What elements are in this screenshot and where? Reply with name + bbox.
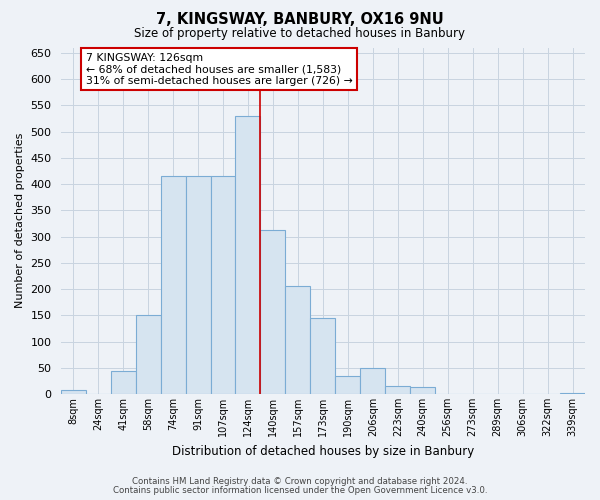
Y-axis label: Number of detached properties: Number of detached properties xyxy=(15,133,25,308)
Bar xyxy=(211,176,235,394)
Text: Contains public sector information licensed under the Open Government Licence v3: Contains public sector information licen… xyxy=(113,486,487,495)
Bar xyxy=(335,376,361,394)
Bar xyxy=(260,230,286,394)
Bar xyxy=(161,176,185,394)
Text: Contains HM Land Registry data © Crown copyright and database right 2024.: Contains HM Land Registry data © Crown c… xyxy=(132,477,468,486)
Bar xyxy=(310,318,335,394)
Bar xyxy=(286,286,310,394)
Text: Size of property relative to detached houses in Banbury: Size of property relative to detached ho… xyxy=(134,28,466,40)
X-axis label: Distribution of detached houses by size in Banbury: Distribution of detached houses by size … xyxy=(172,444,474,458)
Bar xyxy=(61,390,86,394)
Bar xyxy=(385,386,410,394)
Bar xyxy=(560,393,585,394)
Bar xyxy=(410,386,435,394)
Bar xyxy=(110,371,136,394)
Bar xyxy=(136,316,161,394)
Bar xyxy=(235,116,260,394)
Text: 7, KINGSWAY, BANBURY, OX16 9NU: 7, KINGSWAY, BANBURY, OX16 9NU xyxy=(156,12,444,28)
Bar xyxy=(185,176,211,394)
Bar xyxy=(361,368,385,394)
Text: 7 KINGSWAY: 126sqm
← 68% of detached houses are smaller (1,583)
31% of semi-deta: 7 KINGSWAY: 126sqm ← 68% of detached hou… xyxy=(86,53,352,86)
